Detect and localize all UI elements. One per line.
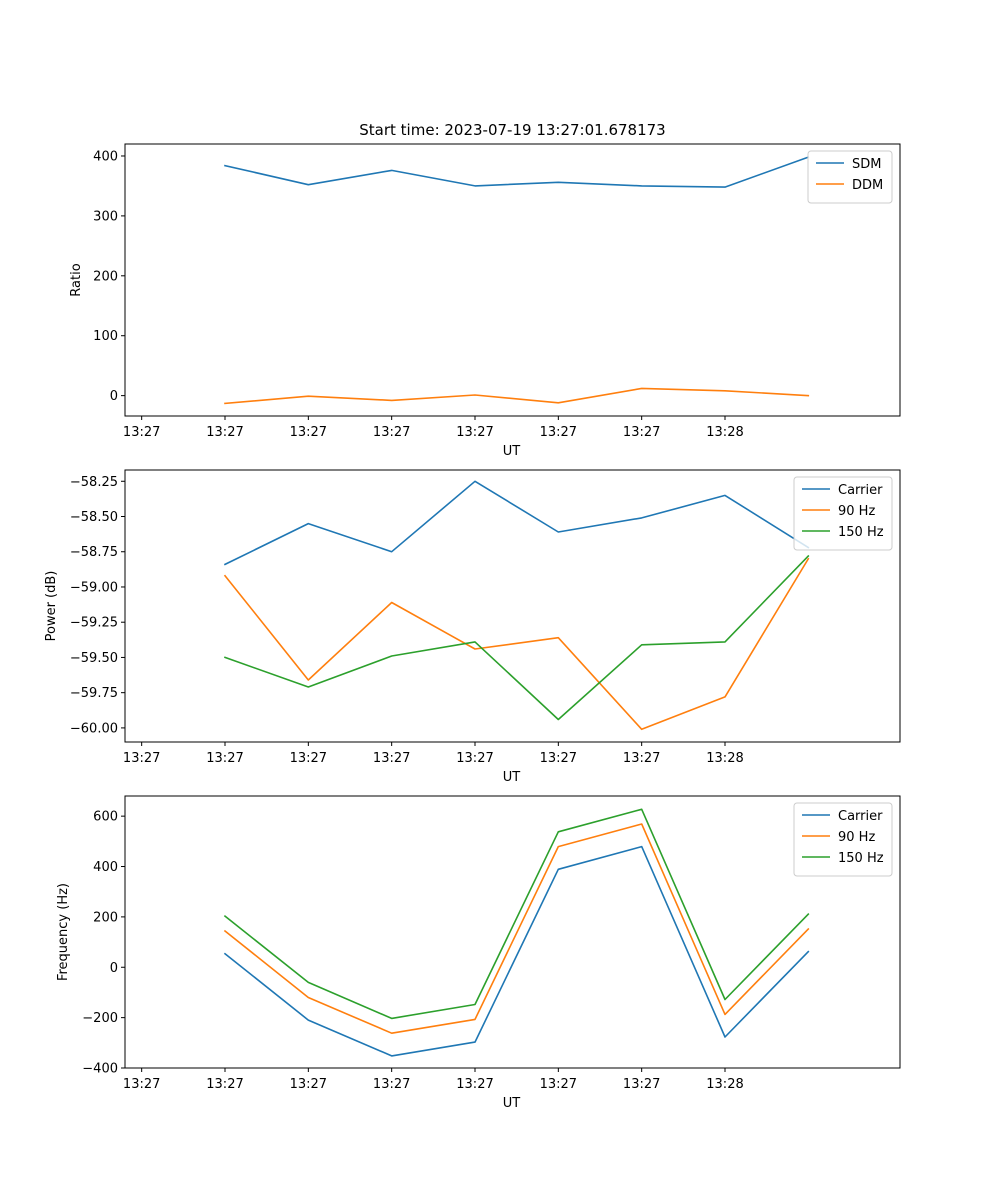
x-tick-label: 13:27 xyxy=(206,425,243,440)
x-tick-label: 13:27 xyxy=(373,751,410,766)
chart-panel-3: 13:27 13:27 13:27 13:27 13:27 13:27 13:27 13:28… xyxy=(56,795,901,1111)
legend-box xyxy=(807,150,893,204)
y-tick-label: 300 xyxy=(93,209,118,224)
y-axis-label: Frequency (Hz) xyxy=(56,883,71,981)
legend: Carrier 90 Hz 150 Hz xyxy=(793,802,893,877)
x-tick-label: 13:27 xyxy=(456,751,493,766)
y-tick-label: −59.50 xyxy=(70,651,118,666)
chart-panel-2: 13:27 13:27 13:27 13:27 13:27 13:27 13:27 13:28… xyxy=(44,469,901,785)
axes-frame xyxy=(124,143,901,417)
chart-title: Start time: 2023-07-19 13:27:01.678173 xyxy=(359,121,665,139)
x-tick-label: 13:27 xyxy=(206,1077,243,1092)
series-line-150-hz xyxy=(223,554,810,721)
legend-label: 150 Hz xyxy=(838,525,884,540)
series-line-150-hz xyxy=(223,808,810,1020)
legend-label: 90 Hz xyxy=(838,830,875,845)
x-tick-label: 13:27 xyxy=(373,425,410,440)
x-tick-label: 13:27 xyxy=(373,1077,410,1092)
y-tick-label: −58.50 xyxy=(70,510,118,525)
y-tick-label: −59.00 xyxy=(70,580,118,595)
series-line-carrier xyxy=(223,480,810,566)
x-tick-label: 13:27 xyxy=(206,751,243,766)
y-tick-label: 200 xyxy=(93,269,118,284)
legend: SDM DDM xyxy=(807,150,893,204)
series-line-ddm xyxy=(224,387,810,405)
y-tick-label: 0 xyxy=(110,961,118,976)
x-tick-label: 13:28 xyxy=(706,751,743,766)
axes-frame xyxy=(124,795,901,1069)
series-line-90-hz xyxy=(223,557,810,731)
y-tick-label: 400 xyxy=(93,860,118,875)
x-tick-label: 13:27 xyxy=(123,1077,160,1092)
x-tick-label: 13:28 xyxy=(706,425,743,440)
y-tick-label: −58.25 xyxy=(70,475,118,490)
y-tick-label: 0 xyxy=(110,389,118,404)
legend-label: SDM xyxy=(852,157,881,172)
x-tick-label: 13:27 xyxy=(456,425,493,440)
legend-label: DDM xyxy=(852,178,883,193)
x-tick-label: 13:27 xyxy=(623,1077,660,1092)
y-tick-label: −400 xyxy=(82,1062,118,1077)
y-tick-label: −200 xyxy=(82,1011,118,1026)
x-axis-label: UT xyxy=(503,770,521,785)
y-tick-label: 400 xyxy=(93,149,118,164)
legend-label: 90 Hz xyxy=(838,504,875,519)
x-tick-label: 13:27 xyxy=(623,425,660,440)
x-tick-label: 13:27 xyxy=(290,1077,327,1092)
axes-frame xyxy=(124,469,901,743)
series-line-90-hz xyxy=(223,823,810,1034)
x-axis-label: UT xyxy=(503,444,521,459)
x-tick-label: 13:27 xyxy=(290,425,327,440)
series-line-carrier xyxy=(223,845,810,1057)
y-tick-label: −59.75 xyxy=(70,686,118,701)
y-tick-label: 200 xyxy=(93,910,118,925)
legend: Carrier 90 Hz 150 Hz xyxy=(793,476,893,551)
y-tick-label: 100 xyxy=(93,329,118,344)
chart-panel-1: Start time: 2023-07-19 13:27:01.678173 13… xyxy=(69,121,901,459)
x-tick-label: 13:28 xyxy=(706,1077,743,1092)
legend-label: Carrier xyxy=(838,809,883,824)
y-axis-label: Ratio xyxy=(69,263,84,296)
chart-panels: Start time: 2023-07-19 13:27:01.678173 13… xyxy=(44,121,901,1111)
x-tick-label: 13:27 xyxy=(123,751,160,766)
y-axis-label: Power (dB) xyxy=(44,571,59,642)
x-tick-label: 13:27 xyxy=(123,425,160,440)
legend-label: 150 Hz xyxy=(838,851,884,866)
x-tick-label: 13:27 xyxy=(290,751,327,766)
x-tick-label: 13:27 xyxy=(540,425,577,440)
x-axis-label: UT xyxy=(503,1096,521,1111)
x-tick-label: 13:27 xyxy=(540,751,577,766)
y-tick-label: 600 xyxy=(93,810,118,825)
y-tick-label: −58.75 xyxy=(70,545,118,560)
legend-label: Carrier xyxy=(838,483,883,498)
x-tick-label: 13:27 xyxy=(456,1077,493,1092)
y-tick-label: −60.00 xyxy=(70,721,118,736)
x-tick-label: 13:27 xyxy=(623,751,660,766)
series-line-sdm xyxy=(224,156,810,188)
y-tick-label: −59.25 xyxy=(70,616,118,631)
x-tick-label: 13:27 xyxy=(540,1077,577,1092)
